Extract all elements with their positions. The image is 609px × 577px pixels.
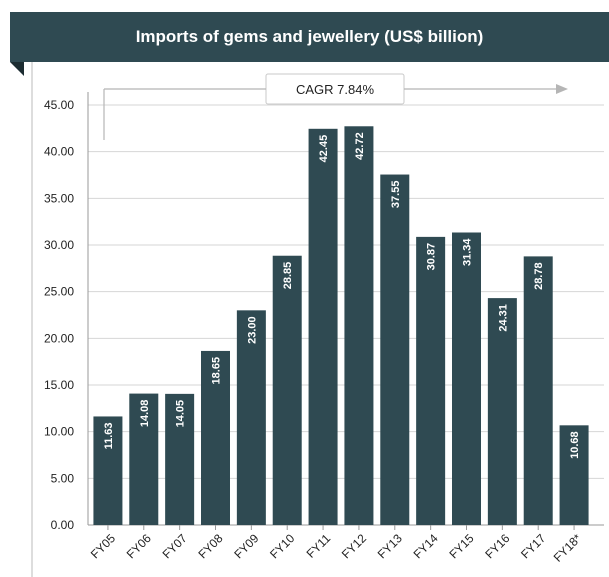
bar — [380, 174, 410, 526]
bar-value-label: 31.34 — [462, 238, 474, 266]
title-banner — [10, 12, 609, 62]
cagr-arrow-head — [556, 84, 568, 94]
bar — [559, 425, 589, 525]
x-tick-label: FY08 — [195, 531, 225, 561]
y-tick-label: 5.00 — [51, 471, 75, 485]
x-tick-label: FY18* — [551, 531, 585, 565]
bar-value-label: 11.63 — [103, 422, 115, 449]
bar-value-label: 14.05 — [175, 400, 187, 428]
y-tick-label: 40.00 — [44, 145, 74, 159]
bar-value-label: 28.85 — [282, 262, 294, 290]
bar — [308, 128, 338, 526]
banner-fold — [10, 62, 24, 76]
bar — [272, 255, 302, 525]
bar — [452, 232, 481, 525]
x-tick-label: FY14 — [411, 531, 441, 561]
cagr-label: CAGR 7.84% — [296, 82, 374, 97]
bar-value-label: 42.72 — [354, 132, 366, 160]
x-tick-label: FY15 — [446, 531, 476, 561]
x-tick-label: FY13 — [375, 531, 405, 561]
y-tick-label: 20.00 — [44, 331, 74, 345]
y-tick-label: 30.00 — [44, 238, 74, 252]
bar — [165, 393, 195, 525]
x-tick-label: FY12 — [339, 531, 369, 561]
bar-value-label: 18.65 — [211, 357, 223, 385]
bar — [129, 393, 159, 525]
bar — [416, 236, 446, 525]
x-tick-label: FY07 — [160, 531, 190, 561]
x-tick-label: FY17 — [518, 531, 548, 561]
x-tick-label: FY09 — [231, 531, 261, 561]
bar-value-label: 30.87 — [426, 243, 438, 271]
bar — [344, 126, 374, 525]
x-tick-label: FY10 — [267, 531, 297, 561]
bar-value-label: 10.68 — [569, 431, 581, 459]
x-tick-label: FY11 — [304, 531, 334, 561]
bar — [487, 298, 517, 525]
bar — [523, 256, 553, 525]
bar-value-label: 37.55 — [390, 181, 402, 209]
y-tick-label: 25.00 — [44, 285, 74, 299]
y-tick-label: 45.00 — [44, 98, 74, 112]
bar — [93, 416, 123, 525]
y-tick-label: 35.00 — [44, 191, 74, 205]
bars: 11.63 14.08 14.05 18.65 23.00 28.85 42.45 42.72… — [93, 126, 589, 526]
x-tick-label: FY05 — [88, 531, 118, 561]
y-tick-label: 15.00 — [44, 378, 74, 392]
y-tick-label: 0.00 — [51, 518, 75, 532]
chart-title: Imports of gems and jewellery (US$ billi… — [135, 27, 484, 46]
bar-value-label: 28.78 — [533, 262, 545, 290]
bar — [236, 310, 266, 525]
bar-value-label: 42.45 — [318, 135, 330, 163]
cagr-annotation: CAGR 7.84% — [103, 73, 568, 140]
y-tick-label: 10.00 — [44, 425, 74, 439]
x-tick-label: FY16 — [482, 531, 512, 561]
bar — [201, 350, 230, 525]
bar-value-label: 14.08 — [139, 400, 151, 428]
x-tick-label: FY06 — [124, 531, 154, 561]
bar-value-label: 23.00 — [246, 316, 258, 344]
bar-value-label: 24.31 — [497, 304, 509, 332]
